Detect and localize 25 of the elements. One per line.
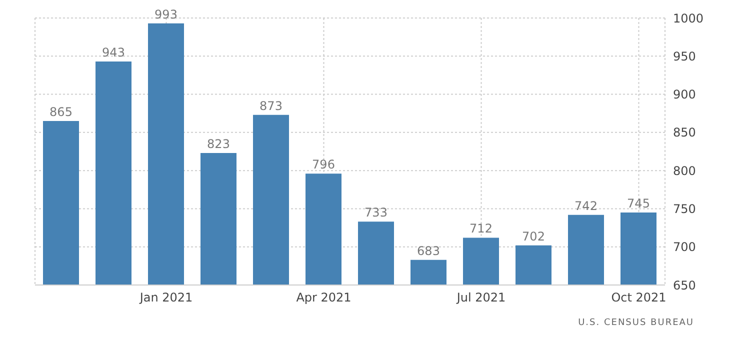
data-label: 865 bbox=[50, 104, 72, 119]
y-tick-label: 850 bbox=[673, 126, 696, 140]
y-tick-label: 750 bbox=[673, 202, 696, 216]
data-label: 702 bbox=[522, 229, 545, 244]
data-label: 745 bbox=[627, 196, 650, 211]
y-tick-label: 900 bbox=[673, 88, 696, 102]
x-tick-label: Oct 2021 bbox=[611, 290, 666, 305]
text: U.S. CENSUS BUREAU bbox=[578, 318, 694, 328]
y-tick-label: 1000 bbox=[673, 11, 704, 26]
y-tick-label: 800 bbox=[673, 164, 696, 178]
y-tick-label: 700 bbox=[673, 240, 696, 254]
x-tick-label: Apr 2021 bbox=[296, 290, 352, 305]
data-label: 823 bbox=[207, 137, 230, 152]
data-label: 733 bbox=[364, 206, 388, 220]
x-tick-label: Jan 2021 bbox=[138, 290, 193, 305]
y-tick-label: 950 bbox=[673, 49, 696, 64]
data-label: 712 bbox=[470, 222, 492, 236]
data-label: 796 bbox=[312, 158, 335, 172]
x-tick-label: Jul 2021 bbox=[456, 290, 506, 305]
y-tick-label: 650 bbox=[673, 278, 696, 292]
data-label: 742 bbox=[574, 198, 598, 213]
data-label: 683 bbox=[417, 244, 440, 258]
data-label: 993 bbox=[154, 7, 178, 22]
data-label: 943 bbox=[102, 45, 125, 60]
data-label: 873 bbox=[260, 98, 282, 113]
